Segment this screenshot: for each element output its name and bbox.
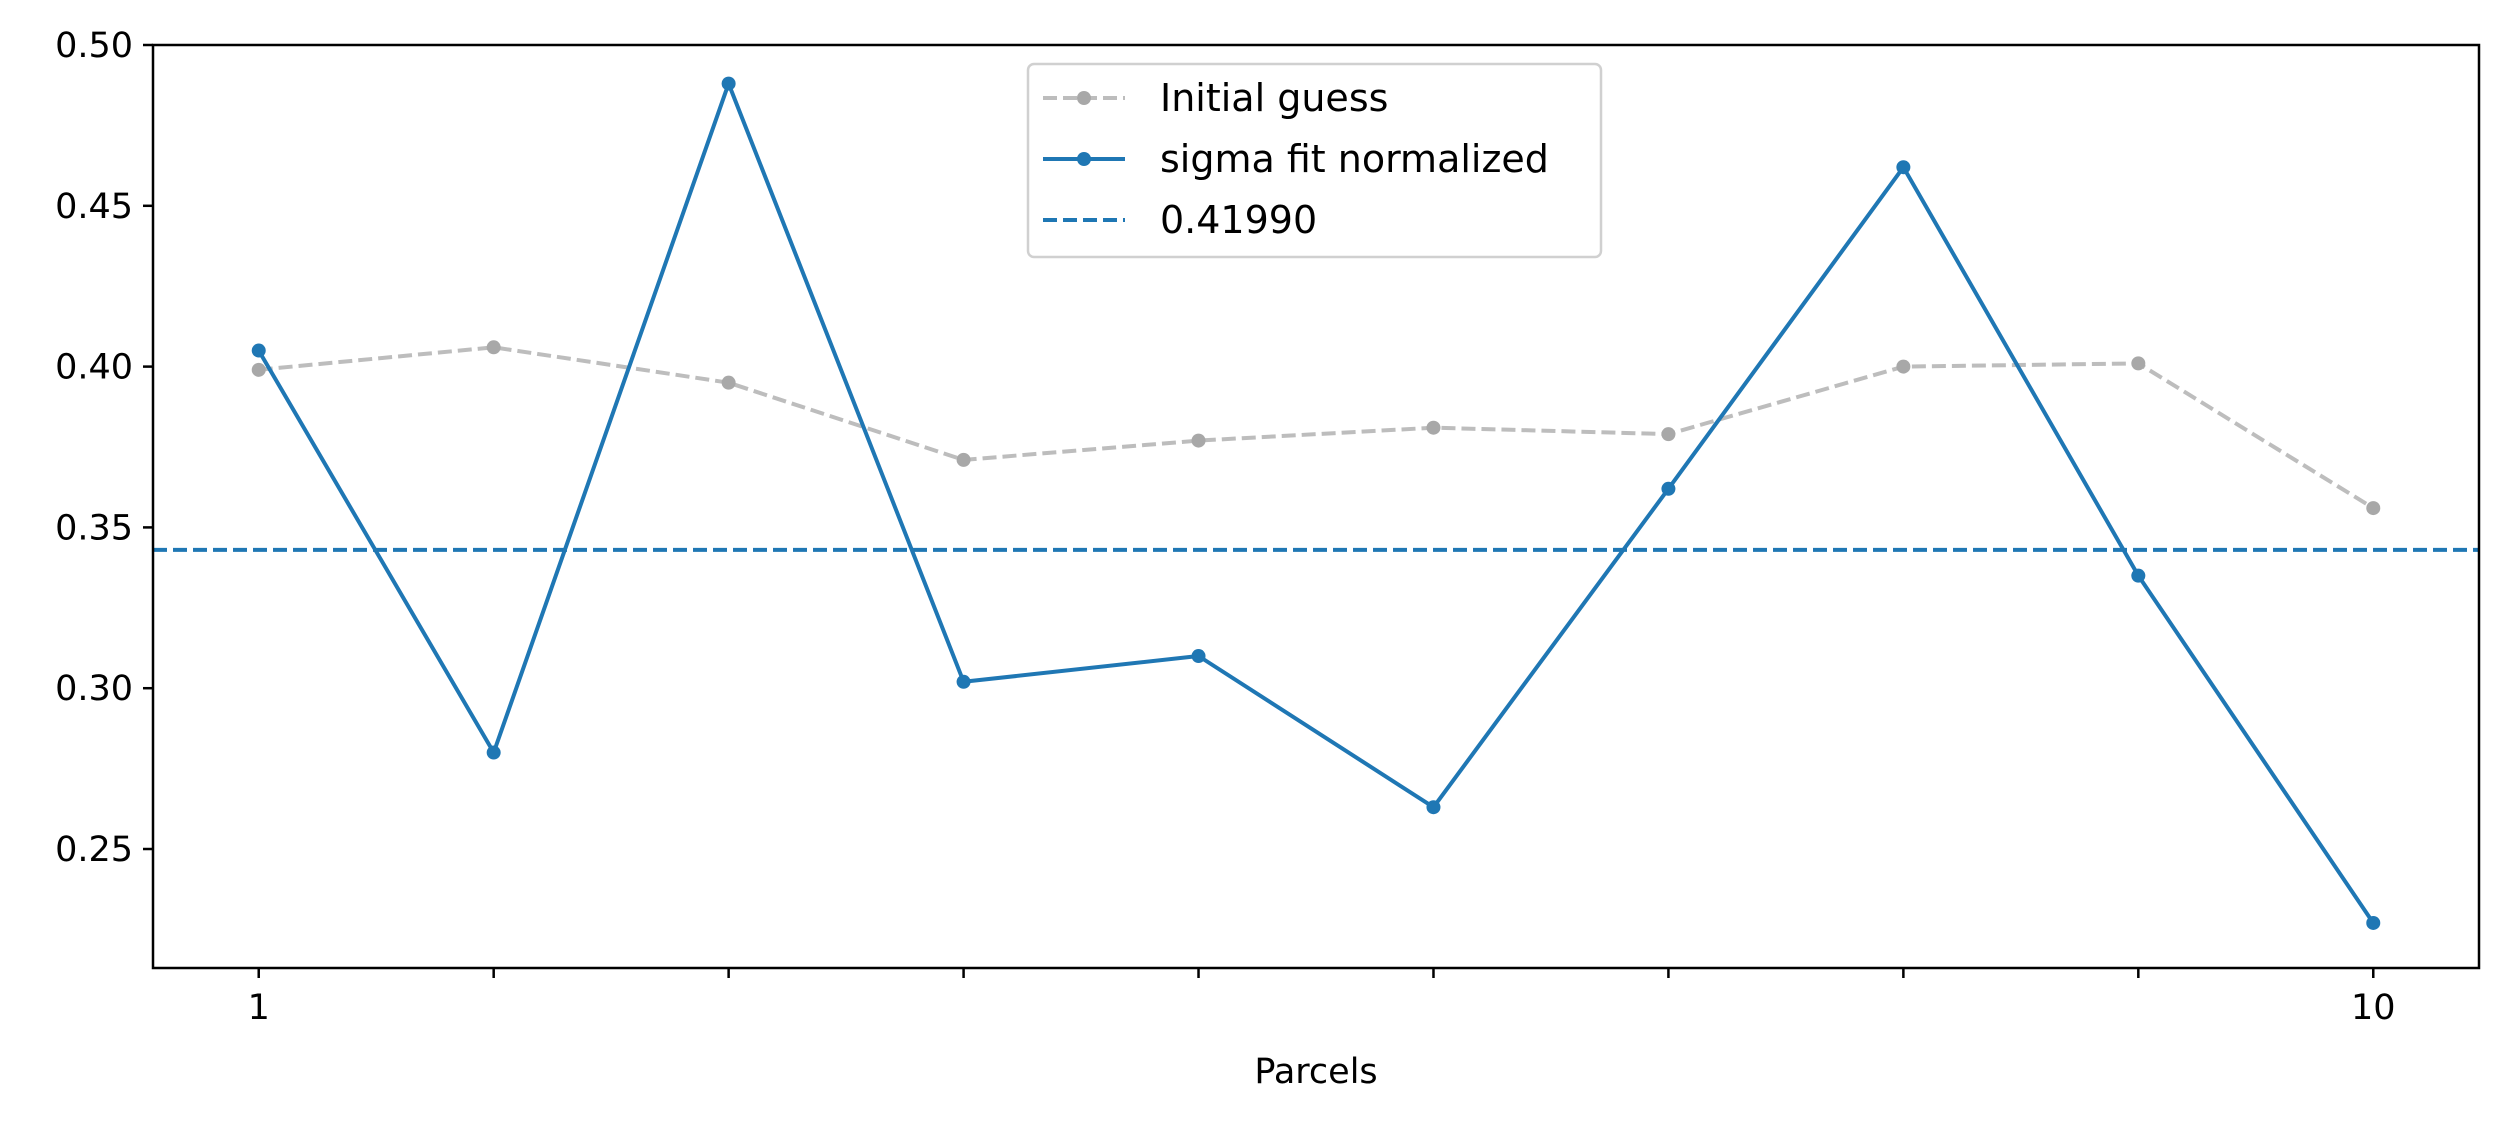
series-1-point (251, 362, 266, 377)
series-2-point (1426, 800, 1441, 815)
legend-label: Initial guess (1160, 76, 1388, 120)
x-tick-label: 1 (248, 988, 270, 1028)
y-tick-label: 0.50 (55, 26, 133, 66)
y-tick-label: 0.30 (55, 669, 133, 709)
x-axis-label: Parcels (1254, 1052, 1377, 1092)
legend: Initial guess sigma fit normalized 0.41990 (1026, 62, 1603, 259)
legend-label: sigma fit normalized (1160, 137, 1549, 181)
series-line-2 (256, 81, 2375, 925)
series-1-point (1191, 433, 1206, 448)
series-2-point (956, 674, 971, 689)
series-1-point (721, 375, 736, 390)
series-2-point (2131, 568, 2146, 583)
series-2-point (1896, 160, 1911, 175)
legend-label: 0.41990 (1160, 198, 1317, 242)
legend-entries: Initial guess sigma fit normalized 0.41990 (1043, 76, 1549, 242)
series-1-point (1661, 427, 1676, 442)
y-tick-label: 0.45 (55, 187, 133, 227)
legend-marker (1077, 91, 1091, 105)
y-tick-label: 0.40 (55, 348, 133, 388)
legend-box (1026, 62, 1603, 259)
series-2-point (251, 343, 266, 358)
series-2-point (1191, 649, 1206, 664)
y-tick-label: 0.25 (55, 830, 133, 870)
series-1-point (1896, 359, 1911, 374)
y-axis: 0.25 0.30 0.35 0.40 0.45 0.50 (55, 26, 153, 870)
series-2-point (1661, 481, 1676, 496)
plot-frame (151, 43, 2481, 970)
series-line-1 (258, 345, 2375, 510)
series-1-point (2366, 501, 2381, 516)
series-1-point (2131, 356, 2146, 371)
y-tick-label: 0.35 (55, 508, 133, 548)
series-2-point (2366, 915, 2381, 930)
series-1-point (956, 452, 971, 467)
series-2-point (486, 745, 501, 760)
series-layer (251, 76, 2381, 930)
series-1-point (1426, 420, 1441, 435)
series-1-point (486, 340, 501, 355)
x-axis: 1 10 (248, 968, 2396, 1028)
legend-marker (1077, 152, 1091, 166)
x-tick-label: 10 (2351, 988, 2396, 1028)
series-2-point (721, 76, 736, 91)
